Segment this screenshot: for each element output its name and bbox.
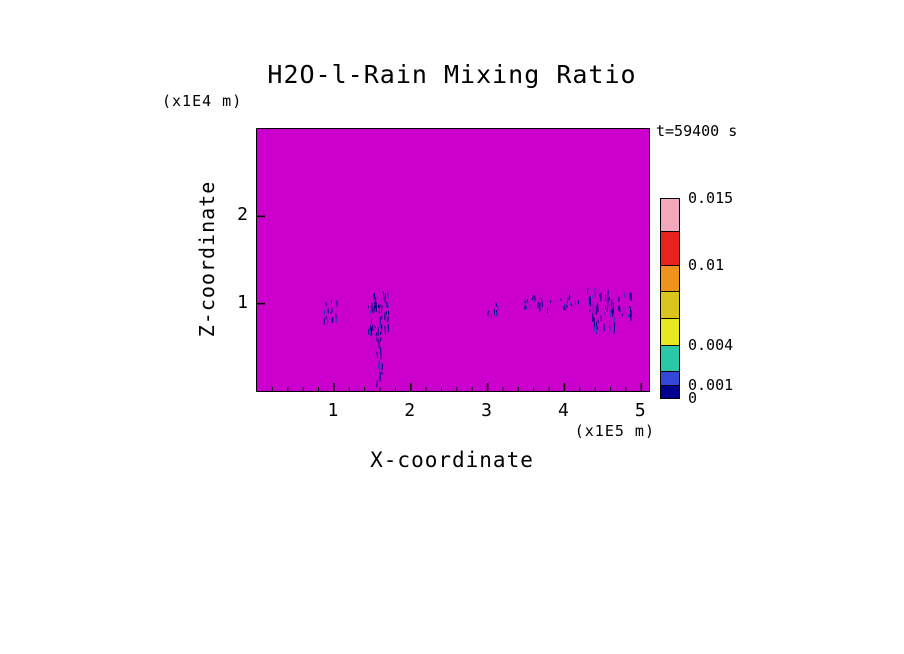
plot-field (257, 215, 643, 391)
colorbar-segment (660, 318, 680, 346)
colorbar-tick-label: 0 (688, 389, 698, 407)
colorbar-tick-label: 0.004 (688, 335, 734, 354)
colorbar-segment (660, 264, 680, 293)
colorbar-tick-label: 0.015 (688, 189, 734, 207)
time-label: t=59400 s (656, 122, 738, 140)
colorbar-tick-label: 0.001 (688, 375, 734, 394)
colorbar-segment (660, 198, 680, 233)
x-tick-label: 1 (327, 400, 339, 421)
colorbar-segment (660, 291, 680, 319)
colorbar-segment (660, 371, 680, 386)
colorbar (660, 198, 680, 399)
x-tick-label: 2 (404, 400, 416, 421)
x-tick-label: 4 (558, 400, 569, 421)
colorbar-tick-label: 0.01 (688, 255, 725, 274)
x-tick-label: 5 (634, 400, 646, 421)
z-tick-label: 1 (237, 291, 248, 313)
x-tick-label: 3 (481, 400, 492, 421)
colorbar-segment (660, 344, 680, 373)
colorbar-segment (660, 231, 680, 266)
y-axis-unit: (x1E4 m) (162, 92, 243, 110)
colorbar-segment (660, 384, 680, 399)
x-axis-unit: (x1E5 m) (574, 422, 655, 440)
chart-title: H2O-l-Rain Mixing Ratio (267, 60, 637, 89)
y-axis-title: Z-coordinate (195, 180, 219, 338)
z-tick-label: 2 (237, 204, 248, 226)
plot-area (256, 128, 650, 392)
x-axis-title: X-coordinate (370, 448, 534, 472)
